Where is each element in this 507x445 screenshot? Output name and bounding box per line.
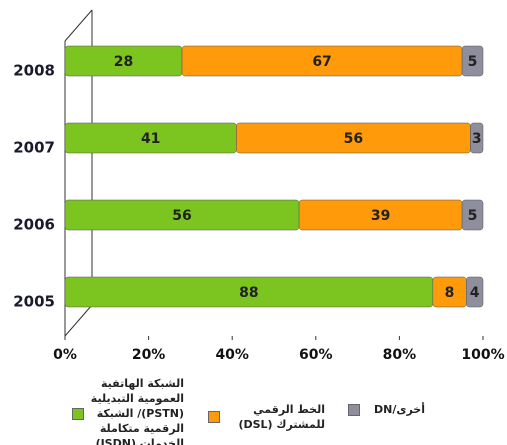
x-tick-label: 20%	[132, 347, 166, 363]
bar-segment	[470, 122, 484, 154]
y-tick-label: 2008	[13, 62, 55, 80]
bar-value-label: 67	[312, 54, 331, 70]
bar-value-label: 56	[172, 208, 191, 224]
bar-value-label: 41	[141, 131, 160, 147]
bar-value-label: 4	[470, 285, 480, 301]
bar-value-label: 56	[344, 131, 363, 147]
wall-edge	[64, 304, 93, 337]
bar-segment	[461, 45, 484, 77]
legend-label: الشبكة الهاتفية العمومية التبديلية (PSTN…	[90, 377, 184, 445]
bar-value-label: 8	[445, 285, 455, 301]
bar-value-label: 39	[371, 208, 390, 224]
legend-label: الخط الرقمي للمشترك (DSL)	[238, 403, 325, 431]
x-tick-label: 100%	[461, 347, 504, 363]
wall-edge	[64, 9, 93, 42]
y-tick-label: 2005	[13, 293, 55, 311]
legend-swatch	[208, 411, 220, 423]
bar-value-label: 28	[114, 54, 133, 70]
legend-label: أخرى/DN	[374, 403, 425, 416]
legend-item: الخط الرقمي للمشترك (DSL)	[208, 402, 325, 432]
bar-value-label: 3	[472, 131, 482, 147]
y-tick-label: 2006	[13, 216, 55, 234]
bar-value-label: 5	[468, 208, 478, 224]
bar-segment	[461, 199, 484, 231]
legend-swatch	[72, 407, 84, 420]
y-tick-label: 2007	[13, 139, 55, 157]
bar-value-label: 88	[239, 285, 258, 301]
x-tick-label: 80%	[383, 347, 417, 363]
legend-item: الشبكة الهاتفية العمومية التبديلية (PSTN…	[72, 376, 184, 445]
x-tick-label: 40%	[215, 347, 249, 363]
legend-item: أخرى/DN	[348, 402, 425, 417]
legend-swatch	[348, 403, 360, 416]
bar-segment	[466, 276, 484, 308]
x-tick-label: 0%	[53, 347, 77, 363]
bar-value-label: 5	[468, 54, 478, 70]
x-tick-label: 60%	[299, 347, 333, 363]
